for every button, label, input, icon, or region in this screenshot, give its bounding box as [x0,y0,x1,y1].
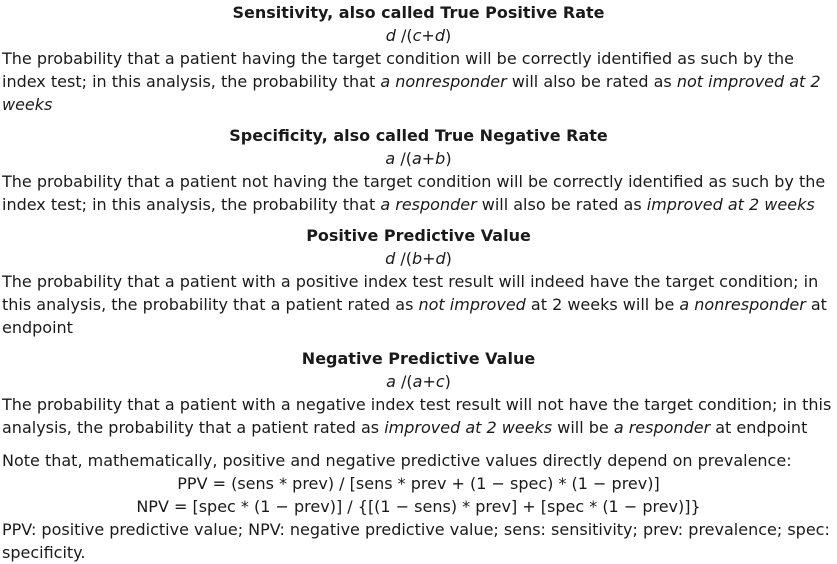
formula-variable: d [435,249,446,268]
formula-operator: ) [445,149,452,168]
definition-section: Sensitivity, also called True Positive R… [2,1,835,124]
formula-variable: d [434,26,445,45]
definitions-list: Sensitivity, also called True Positive R… [2,1,835,439]
formula-operator: /( [395,149,412,168]
section-spacer [2,116,835,124]
section-spacer [2,339,835,347]
formula-operator: ) [444,372,451,391]
formula-variable: c [435,372,445,391]
formula-variable: a [411,149,422,168]
formula-operator: ) [444,26,452,45]
formula-variable: b [435,149,446,168]
description-text: will also be rated as [476,195,647,214]
description-text: at endpoint [2,295,827,337]
formula-variable: a [386,372,396,391]
definition-description: The probability that a patient not havin… [2,170,835,216]
formula-variable: c [412,26,422,45]
description-text: will be [552,418,614,437]
formula-operator: ) [445,249,452,268]
formula-variable: d [385,249,396,268]
emphasized-text: a responder [380,195,477,214]
formula-variable: a [385,149,396,168]
formula-variable: b [411,249,423,268]
description-text: will also be rated as [506,72,677,91]
formula-operator: /( [395,249,412,268]
formula-operator: /( [395,26,413,45]
formula-variable: d [385,26,396,45]
emphasized-text: not improved at 2 weeks [2,72,821,114]
description-text: The probability that a patient with a po… [2,272,819,314]
definition-section: Positive Predictive Value d /(b+d) The pro… [2,224,835,347]
definition-formula: d /(c+d) [2,24,835,47]
definition-formula: d /(b+d) [2,247,835,270]
formula-variable: a [412,372,423,391]
emphasized-text: not improved [418,295,526,314]
definition-title: Negative Predictive Value [301,349,536,368]
formula-operator: + [422,249,436,268]
definition-section: Negative Predictive Value a /(a+c) The pro… [2,347,835,439]
formula-operator: + [421,26,435,45]
formula-operator: + [421,149,436,168]
definition-title: Positive Predictive Value [306,226,531,245]
abbreviations-footnote: PPV: positive predictive value; NPV: neg… [2,520,830,562]
definition-formula: a /(a+c) [2,370,835,393]
emphasized-text: improved at 2 weeks [384,418,553,437]
emphasized-text: a nonresponder [679,295,806,314]
description-text: at endpoint [710,418,808,437]
prevalence-note: Note that, mathematically, positive and … [2,449,835,564]
npv-equation: NPV = [spec * (1 − prev)] / {[(1 − sens)… [136,497,701,516]
definition-section: Specificity, also called True Negative R… [2,124,835,224]
note-intro: Note that, mathematically, positive and … [2,451,792,470]
definition-formula: a /(a+b) [2,147,835,170]
description-text: The probability that a patient with a ne… [2,395,832,437]
description-text: The probability that a patient having th… [2,49,794,91]
emphasized-text: a nonresponder [380,72,507,91]
emphasized-text: improved at 2 weeks [646,195,815,214]
definition-title: Specificity, also called True Negative R… [229,126,608,145]
emphasized-text: a responder [613,418,711,437]
definition-description: The probability that a patient with a po… [2,270,835,339]
section-spacer [2,216,835,224]
definition-description: The probability that a patient having th… [2,47,835,116]
formula-operator: /( [395,372,413,391]
description-text: at 2 weeks will be [525,295,680,314]
definition-title: Sensitivity, also called True Positive R… [232,3,605,22]
definition-description: The probability that a patient with a ne… [2,393,835,439]
description-text: The probability that a patient not havin… [2,172,826,214]
ppv-equation: PPV = (sens * prev) / [sens * prev + (1 … [177,474,660,493]
formula-operator: + [422,372,436,391]
